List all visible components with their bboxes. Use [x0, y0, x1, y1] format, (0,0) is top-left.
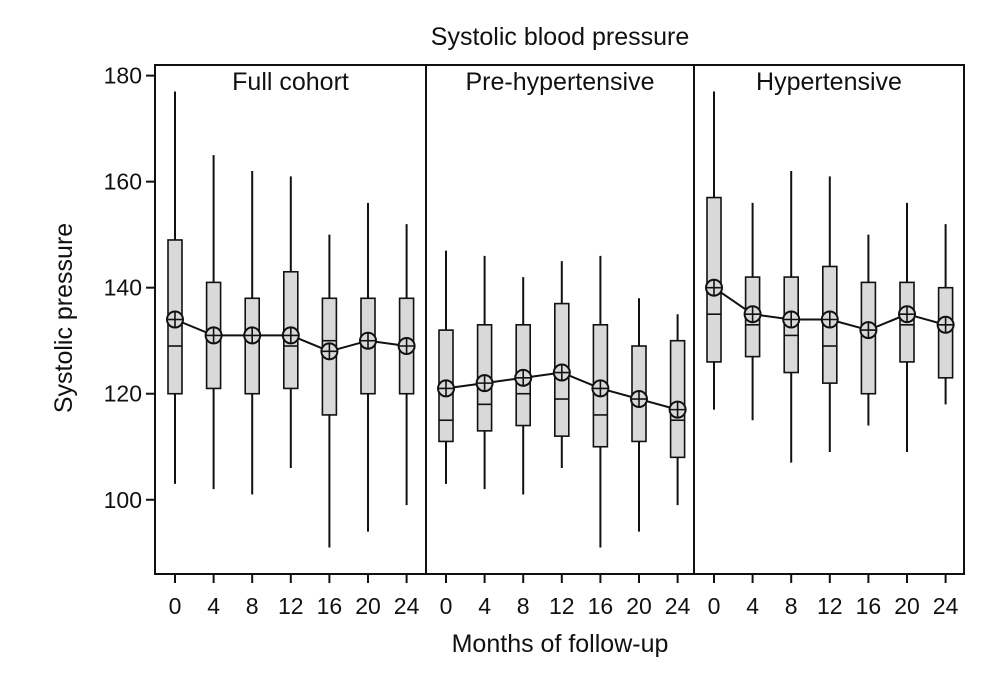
plot-frame	[154, 64, 965, 575]
y-tick-label: 180	[104, 63, 142, 89]
x-tick-label: 24	[665, 593, 691, 619]
x-tick-label: 8	[517, 593, 530, 619]
panel-title: Hypertensive	[756, 68, 902, 96]
x-tick-label: 16	[856, 593, 882, 619]
x-tick-label: 8	[785, 593, 798, 619]
y-tick-label: 160	[104, 169, 142, 195]
y-axis-label: Systolic pressure	[50, 223, 78, 413]
y-tick-label: 120	[104, 381, 142, 407]
x-tick-label: 20	[355, 593, 381, 619]
panel-title: Full cohort	[232, 68, 349, 96]
x-tick-label: 16	[588, 593, 614, 619]
x-tick-label: 12	[278, 593, 304, 619]
y-tick-label: 140	[104, 275, 142, 301]
x-axis-label: Months of follow-up	[452, 630, 669, 658]
x-tick-label: 20	[894, 593, 920, 619]
x-tick-label: 0	[169, 593, 182, 619]
iqr-box	[244, 297, 260, 395]
panel-title: Pre-hypertensive	[466, 68, 655, 96]
x-tick-label: 4	[478, 593, 491, 619]
x-tick-label: 20	[626, 593, 652, 619]
x-tick-label: 12	[817, 593, 843, 619]
x-tick-label: 0	[708, 593, 721, 619]
x-tick-label: 4	[207, 593, 220, 619]
iqr-box	[669, 339, 686, 459]
x-tick-label: 0	[440, 593, 453, 619]
x-tick-label: 12	[549, 593, 575, 619]
y-tick-label: 100	[104, 487, 142, 513]
x-tick-label: 4	[746, 593, 759, 619]
chart-title: Systolic blood pressure	[431, 23, 689, 51]
x-tick-label: 24	[933, 593, 959, 619]
x-tick-label: 24	[394, 593, 420, 619]
x-tick-label: 16	[317, 593, 343, 619]
x-tick-label: 8	[246, 593, 259, 619]
